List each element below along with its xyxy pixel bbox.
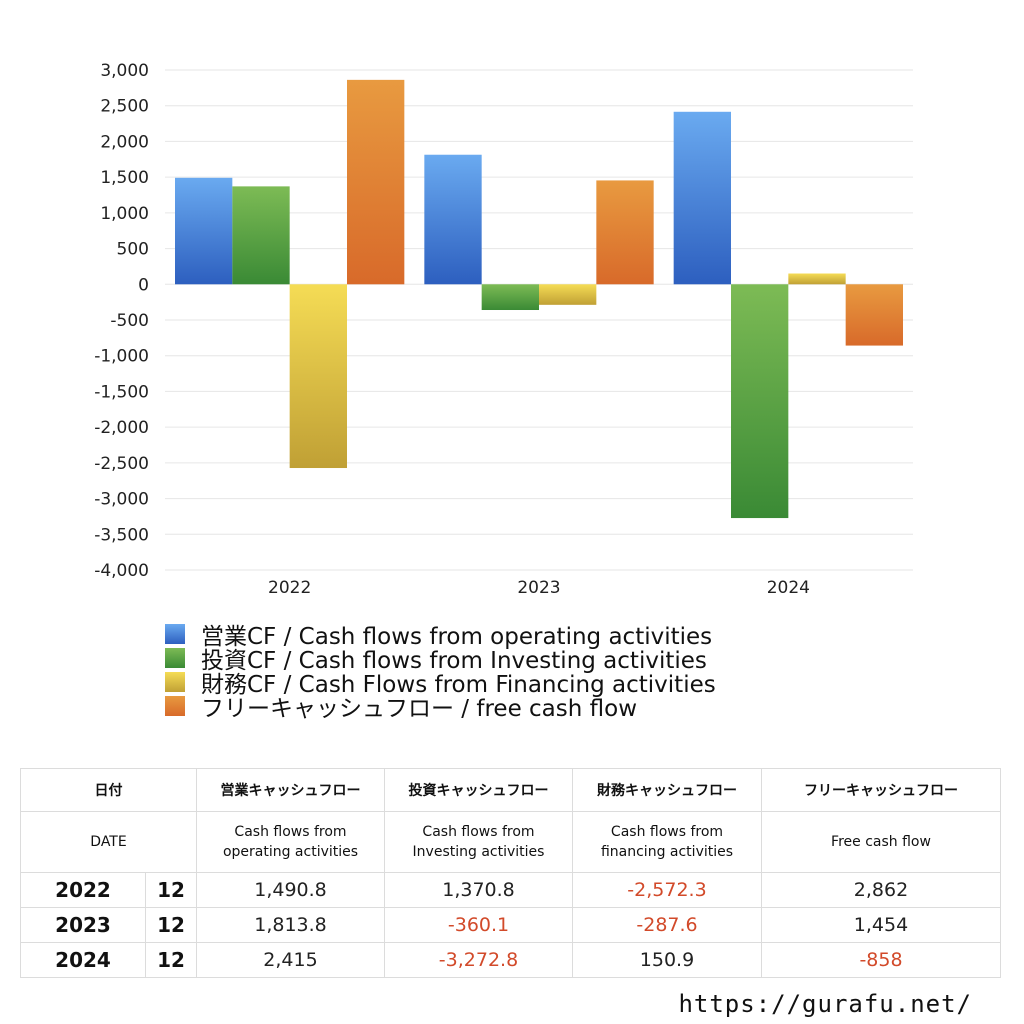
header-investing-en: Cash flows from Investing activities <box>384 811 573 873</box>
legend-label: 投資CF / Cash flows from Investing activit… <box>201 648 707 674</box>
bar <box>673 111 731 285</box>
y-tick-label: 3,000 <box>100 61 149 81</box>
header-line: financing activities <box>600 844 734 860</box>
legend-item-financing: 財務CF / Cash Flows from Financing activit… <box>165 670 716 698</box>
legend-item-investing: 投資CF / Cash flows from Investing activit… <box>165 646 716 674</box>
bar <box>347 79 405 285</box>
legend-label: 営業CF / Cash flows from operating activit… <box>201 624 713 650</box>
y-tick-label: -1,500 <box>94 382 149 402</box>
chart-bars <box>175 79 903 519</box>
cell-investing: -3,272.8 <box>384 942 573 978</box>
y-tick-label: -3,500 <box>94 525 149 545</box>
cell-operating: 1,490.8 <box>196 872 385 908</box>
x-tick-label: 2022 <box>268 578 311 598</box>
cell-free: -858 <box>761 942 1001 978</box>
cell-month: 12 <box>145 872 197 908</box>
header-free-en: Free cash flow <box>761 811 1001 873</box>
cell-month: 12 <box>145 907 197 943</box>
y-axis: 3,000 2,500 2,000 1,500 1,000 500 0 -500 -1,000 -… <box>94 61 149 581</box>
cash-flow-bar-chart: 3,000 2,500 2,000 1,500 1,000 500 0 -500 -1,000 -… <box>94 61 913 598</box>
cell-free: 1,454 <box>761 907 1001 943</box>
y-tick-label: -2,000 <box>94 418 149 438</box>
cell-operating: 2,415 <box>196 942 385 978</box>
y-tick-label: 1,000 <box>100 204 149 224</box>
cell-investing: 1,370.8 <box>384 872 573 908</box>
cell-year: 2023 <box>20 907 146 943</box>
header-line: Cash flows from <box>422 824 535 840</box>
y-tick-label: 500 <box>117 240 149 260</box>
header-line: operating activities <box>222 844 359 860</box>
legend-label: フリーキャッシュフロー / free cash flow <box>201 696 638 722</box>
y-tick-label: -4,000 <box>94 561 149 581</box>
y-tick-label: 2,000 <box>100 132 149 152</box>
header-investing-jp: 投資キャッシュフロー <box>384 768 573 812</box>
cell-financing: -287.6 <box>572 907 762 943</box>
chart-gridlines <box>165 69 913 571</box>
table-header-en: DATE Cash flows from operating activities… <box>20 811 1001 873</box>
x-axis: 2022 2023 2024 <box>268 578 810 598</box>
chart-legend: 営業CF / Cash flows from operating activit… <box>165 622 716 722</box>
table-header-jp: 日付 営業キャッシュフロー 投資キャッシュフロー 財務キャッシュフロー フリーキ… <box>20 768 1001 812</box>
table-row: 2024 12 2,415 -3,272.8 150.9 -858 <box>20 942 1001 978</box>
header-line: Cash flows from <box>234 824 347 840</box>
legend-swatch-free <box>165 696 185 716</box>
bar <box>788 273 846 285</box>
cell-financing: 150.9 <box>572 942 762 978</box>
bar <box>731 284 789 519</box>
site-url[interactable]: https://gurafu.net/ <box>678 990 972 1018</box>
cash-flow-table: 日付 営業キャッシュフロー 投資キャッシュフロー 財務キャッシュフロー フリーキ… <box>20 768 1001 978</box>
header-financing-jp: 財務キャッシュフロー <box>572 768 762 812</box>
header-financing-en: Cash flows from financing activities <box>572 811 762 873</box>
table-row: 2023 12 1,813.8 -360.1 -287.6 1,454 <box>20 907 1001 943</box>
bar <box>596 180 654 285</box>
header-operating-jp: 営業キャッシュフロー <box>196 768 385 812</box>
legend-swatch-financing <box>165 672 185 692</box>
bar <box>424 154 482 285</box>
y-tick-label: -3,000 <box>94 490 149 510</box>
bar <box>539 284 597 305</box>
legend-item-free: フリーキャッシュフロー / free cash flow <box>165 694 716 722</box>
header-date-en: DATE <box>20 811 197 873</box>
cell-investing: -360.1 <box>384 907 573 943</box>
header-line: Investing activities <box>412 844 545 860</box>
x-tick-label: 2023 <box>517 578 560 598</box>
bar <box>845 284 903 346</box>
cell-financing: -2,572.3 <box>572 872 762 908</box>
cell-year: 2022 <box>20 872 146 908</box>
y-tick-label: -2,500 <box>94 454 149 474</box>
bar <box>289 284 347 469</box>
y-tick-label: -500 <box>110 311 149 331</box>
legend-swatch-investing <box>165 648 185 668</box>
bar <box>232 186 290 285</box>
y-tick-label: 2,500 <box>100 97 149 117</box>
header-free-jp: フリーキャッシュフロー <box>761 768 1001 812</box>
legend-swatch-operating <box>165 624 185 644</box>
x-tick-label: 2024 <box>767 578 810 598</box>
bar <box>175 177 233 285</box>
cell-year: 2024 <box>20 942 146 978</box>
header-operating-en: Cash flows from operating activities <box>196 811 385 873</box>
bar <box>481 284 539 311</box>
legend-item-operating: 営業CF / Cash flows from operating activit… <box>165 622 716 650</box>
y-tick-label: 1,500 <box>100 168 149 188</box>
cell-free: 2,862 <box>761 872 1001 908</box>
y-tick-label: -1,000 <box>94 347 149 367</box>
header-date-jp: 日付 <box>20 768 197 812</box>
table-row: 2022 12 1,490.8 1,370.8 -2,572.3 2,862 <box>20 872 1001 908</box>
y-tick-label: 0 <box>138 275 149 295</box>
cell-month: 12 <box>145 942 197 978</box>
legend-label: 財務CF / Cash Flows from Financing activit… <box>201 672 716 698</box>
cell-operating: 1,813.8 <box>196 907 385 943</box>
header-line: Cash flows from <box>610 824 724 840</box>
